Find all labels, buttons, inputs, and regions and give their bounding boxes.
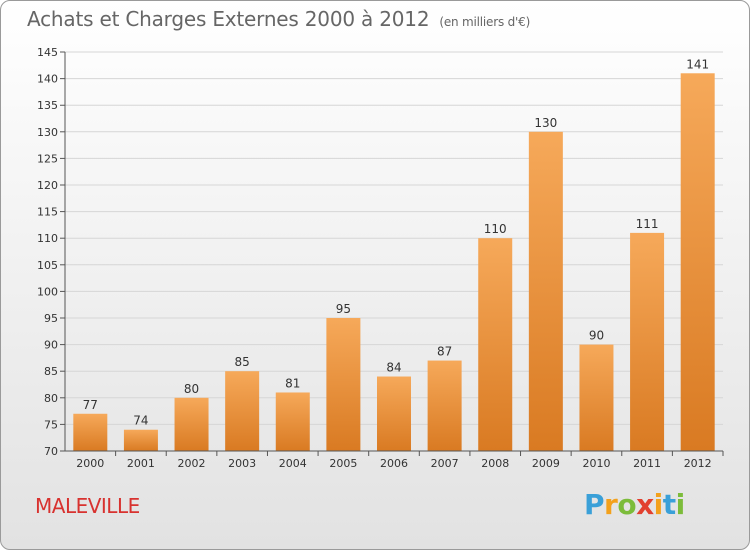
- value-label-2001: 74: [133, 414, 148, 428]
- x-tick-label-2000: 2000: [76, 457, 104, 470]
- x-tick-label-2006: 2006: [380, 457, 408, 470]
- y-tick-label: 125: [37, 152, 58, 165]
- logo-letter: t: [662, 488, 676, 521]
- labels: 70 75 80 85 90 95 100 105 110 115 120 125 130 135 140 1…: [37, 46, 712, 470]
- y-tick-label: 130: [37, 126, 58, 139]
- commune-name: MALEVILLE: [35, 494, 140, 518]
- y-tick-label: 140: [37, 73, 58, 86]
- y-tick-label: 115: [37, 206, 58, 219]
- value-label-2003: 85: [235, 355, 250, 369]
- bar-2005: [326, 318, 361, 451]
- x-tick-label-2005: 2005: [329, 457, 357, 470]
- value-label-2002: 80: [184, 382, 199, 396]
- y-tick-label: 95: [44, 312, 58, 325]
- value-label-2004: 81: [285, 376, 300, 390]
- value-label-2005: 95: [336, 302, 351, 316]
- bar-2010: [579, 344, 614, 451]
- y-tick-label: 70: [44, 445, 58, 458]
- y-tick-label: 120: [37, 179, 58, 192]
- logo-letter: i: [653, 488, 664, 521]
- bar-2001: [123, 429, 158, 451]
- value-label-2008: 110: [484, 222, 507, 236]
- logo-letter: r: [604, 488, 618, 521]
- y-tick-label: 90: [44, 339, 58, 352]
- x-tick-label-2011: 2011: [633, 457, 661, 470]
- x-tick-label-2001: 2001: [127, 457, 155, 470]
- x-tick-label-2008: 2008: [481, 457, 509, 470]
- bar-2011: [630, 232, 665, 451]
- logo-letter: i: [675, 488, 686, 521]
- value-label-2000: 77: [83, 398, 98, 412]
- x-tick-label-2010: 2010: [582, 457, 610, 470]
- value-label-2006: 84: [386, 361, 401, 375]
- value-label-2011: 111: [636, 217, 659, 231]
- bar-2009: [528, 131, 563, 452]
- x-tick-label-2012: 2012: [684, 457, 712, 470]
- chart-title-text: Achats et Charges Externes 2000 à 2012: [27, 7, 430, 31]
- bar-2008: [478, 238, 513, 451]
- bar-2003: [225, 371, 260, 451]
- proxiti-logo: Proxiti: [584, 488, 685, 521]
- bar-2006: [377, 376, 411, 451]
- y-tick-label: 80: [44, 392, 58, 405]
- bar-2012: [680, 73, 715, 451]
- bar-2002: [174, 397, 209, 451]
- bar-2000: [73, 413, 108, 451]
- x-tick-label-2003: 2003: [228, 457, 256, 470]
- logo-letter: P: [584, 488, 605, 521]
- bar-2004: [275, 392, 310, 451]
- y-tick-label: 75: [44, 418, 58, 431]
- y-tick-label: 110: [37, 232, 58, 245]
- value-label-2010: 90: [589, 329, 604, 343]
- x-tick-label-2004: 2004: [279, 457, 307, 470]
- bars: [73, 73, 715, 452]
- chart-title: Achats et Charges Externes 2000 à 2012 (e…: [27, 7, 530, 31]
- x-tick-label-2007: 2007: [431, 457, 459, 470]
- y-tick-label: 85: [44, 365, 58, 378]
- value-label-2012: 141: [686, 57, 709, 71]
- value-label-2009: 130: [534, 116, 557, 130]
- axes: [60, 51, 724, 456]
- y-tick-label: 105: [37, 259, 58, 272]
- value-label-2007: 87: [437, 345, 452, 359]
- y-tick-label: 145: [37, 46, 58, 59]
- x-tick-label-2002: 2002: [178, 457, 206, 470]
- logo-letter: o: [617, 488, 637, 521]
- y-tick-label: 100: [37, 285, 58, 298]
- bar-2007: [427, 360, 462, 451]
- y-tick-label: 135: [37, 99, 58, 112]
- logo-letter: x: [636, 488, 654, 521]
- x-tick-label-2009: 2009: [532, 457, 560, 470]
- chart-unit: (en milliers d'€): [439, 15, 531, 29]
